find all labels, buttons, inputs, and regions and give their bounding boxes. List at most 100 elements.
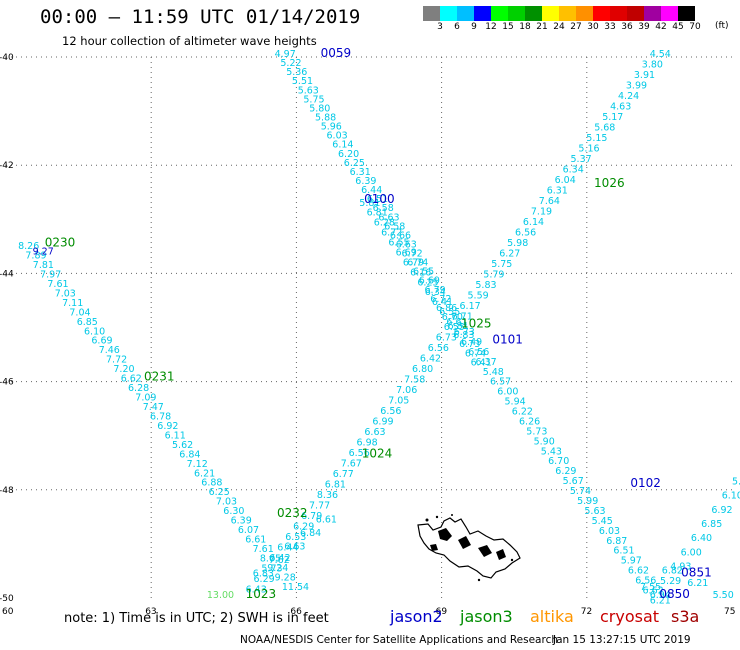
swh-value: 6.79 <box>403 257 424 268</box>
swh-value: 6.84 <box>300 528 321 539</box>
swh-value: 7.20 <box>113 364 134 375</box>
colorbar-label: 30 <box>587 22 599 32</box>
swh-value: 6.56 <box>349 448 370 459</box>
swh-value: 5.97 <box>621 556 642 567</box>
swh-value: 5.48 <box>483 367 504 378</box>
swh-value: 6.25 <box>417 277 438 288</box>
swh-value: 6.71 <box>452 312 473 323</box>
swh-value: 6.07 <box>238 525 259 536</box>
colorbar-swatch <box>678 6 695 21</box>
swh-value: 5.22 <box>280 58 301 69</box>
lon-tick-label: 66 <box>290 607 302 617</box>
swh-value: 6.80 <box>412 364 433 375</box>
swh-value: 6.03 <box>599 526 620 537</box>
swh-value: 7.58 <box>404 375 425 386</box>
swh-value: 6.92 <box>157 421 178 432</box>
swh-value: 4.24 <box>618 91 639 102</box>
swh-value: 5.73 <box>261 564 282 575</box>
swh-value: 6.49 <box>461 337 482 348</box>
swh-value: 7.81 <box>33 260 54 271</box>
colorbar-swatch <box>474 6 491 21</box>
colorbar-swatch <box>610 6 627 21</box>
pass-time-label: 0850 <box>659 587 690 601</box>
lon-tick-label: 69 <box>436 607 448 617</box>
swh-value: 3.91 <box>634 70 655 81</box>
swh-value: 6.21 <box>687 578 708 589</box>
colorbar-swatch <box>644 6 661 21</box>
swh-value: 6.31 <box>350 167 371 178</box>
swh-value: 6.69 <box>419 276 440 287</box>
swh-value: 6.14 <box>332 140 353 151</box>
legend-jason3: jason3 <box>460 607 513 626</box>
swh-value: 5.17 <box>602 112 623 123</box>
colorbar-label: 18 <box>519 22 531 32</box>
swh-value: 6.87 <box>606 536 627 547</box>
swh-value: 7.64 <box>539 196 560 207</box>
lon-tick-label: 75 <box>724 607 735 617</box>
swh-value: 6.55 <box>444 322 465 333</box>
swh-value: 6.98 <box>357 438 378 449</box>
swh-value: 5.15 <box>586 133 607 144</box>
pass-time-labels: 0059 0100 0101 0102 0850 0851 1026 1025 1024 1023… <box>45 46 712 601</box>
swh-value: 6.72 <box>402 249 423 260</box>
colorbar-label: 27 <box>570 22 582 32</box>
swh-value: 7.77 <box>309 501 330 512</box>
swh-value: 5.98 <box>507 238 528 249</box>
swh-value: 6.03 <box>327 131 348 142</box>
swh-value: 6.92 <box>711 505 732 516</box>
swh-value: 6.53 <box>285 532 306 543</box>
swh-value: 6.85 <box>77 317 98 328</box>
swh-value: 6.44 <box>361 185 382 196</box>
lat-tick-label: -44 <box>0 269 14 279</box>
swh-value: 6.16 <box>410 267 431 278</box>
colorbar-swatch <box>525 6 542 21</box>
lat-tick-label: -42 <box>0 161 14 171</box>
colorbar-swatch <box>627 6 644 21</box>
swh-value: 7.19 <box>531 207 552 218</box>
pass-time-label: 0231 <box>144 370 175 384</box>
lon-tick-label: 63 <box>145 607 156 617</box>
swh-value: 7.03 <box>55 288 76 299</box>
swh-value: 9.24 <box>267 563 288 574</box>
pass-time-label: 0232 <box>277 506 308 520</box>
swh-value: 7.61 <box>253 544 274 555</box>
swh-value: 6.79 <box>301 511 322 522</box>
legend-altika: altika <box>530 607 574 626</box>
swh-value: 6.56 <box>428 343 449 354</box>
swh-value: 7.67 <box>341 459 362 470</box>
pass-time-label: 1023 <box>246 587 277 601</box>
swh-value: 6.73 <box>454 327 475 338</box>
swh-value: 6.72 <box>381 228 402 239</box>
swh-value: 5.59 <box>468 291 489 302</box>
swh-value: 6.66 <box>390 230 411 241</box>
lon-tick-label: 60 <box>2 607 14 617</box>
swh-value: 5.63 <box>298 85 319 96</box>
pass-time-label: 0059 <box>321 46 352 60</box>
swh-value: 5.67 <box>563 476 584 487</box>
swh-value: 6.55 <box>413 267 434 278</box>
swh-value: 6.11 <box>165 430 186 441</box>
swh-value: 6.27 <box>499 249 520 260</box>
swh-value: 6.86 <box>436 303 457 314</box>
swh-value: 6.29 <box>555 466 576 477</box>
lat-tick-label: -50 <box>0 594 14 604</box>
swh-value: 6.84 <box>179 449 200 460</box>
pass-time-label: 0851 <box>681 565 712 579</box>
swh-value: 6.63 <box>396 240 417 251</box>
swh-value: 6.70 <box>442 312 463 323</box>
swh-value: 6.44 <box>277 543 298 554</box>
swh-value: 6.51 <box>367 194 388 205</box>
swh-value: 8.26 <box>18 241 39 252</box>
swh-value: 6.51 <box>613 546 634 557</box>
pass-time-label: 1025 <box>461 317 492 331</box>
swh-value: 6.31 <box>547 186 568 197</box>
swh-value: 5.94 <box>505 397 526 408</box>
swh-value: 7.89 <box>25 251 46 262</box>
swh-value: 6.30 <box>223 506 244 517</box>
swh-value: 6.04 <box>555 175 576 186</box>
swh-value: 6.81 <box>325 480 346 491</box>
swh-value: 5.80 <box>309 103 330 114</box>
swh-value: 6.10 <box>84 326 105 337</box>
swh-value: 5.99 <box>577 496 598 507</box>
generated-timestamp: Jan 15 13:27:15 UTC 2019 <box>553 634 691 646</box>
